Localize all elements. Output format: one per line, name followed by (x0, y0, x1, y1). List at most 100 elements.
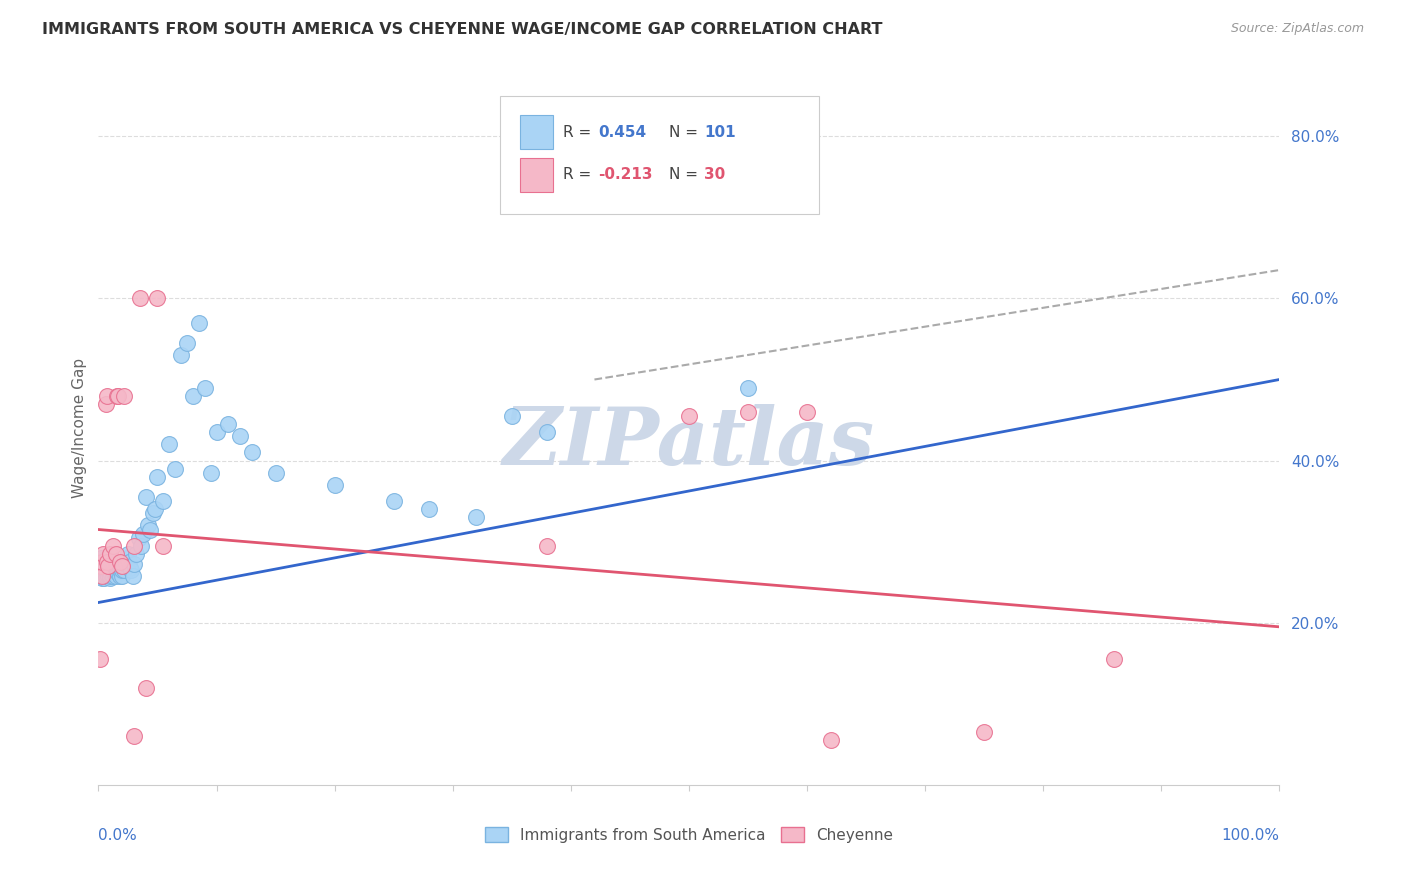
Point (98, 566, 121, 580)
Point (135, 490, 157, 504)
Point (132, 526, 155, 541)
Point (93, 567, 115, 582)
Point (117, 547, 139, 561)
Text: R =: R = (562, 125, 596, 139)
Text: 0.454: 0.454 (598, 125, 647, 139)
Point (91, 566, 114, 580)
Point (129, 539, 152, 553)
Point (382, 494, 405, 508)
Point (91, 555, 114, 569)
Point (122, 558, 145, 572)
Point (112, 559, 135, 574)
Point (112, 563, 135, 577)
Point (143, 502, 166, 516)
Point (108, 555, 131, 569)
Point (465, 510, 488, 524)
Point (107, 566, 129, 580)
Point (229, 429, 252, 443)
Text: -0.213: -0.213 (598, 168, 652, 182)
Point (90, 559, 112, 574)
Point (105, 567, 128, 582)
Point (240, 445, 263, 459)
Point (96, 566, 118, 580)
Point (205, 425, 228, 440)
Point (94, 559, 117, 574)
Point (114, 558, 136, 572)
Point (100, 560, 122, 574)
Point (96, 563, 118, 577)
Text: 30: 30 (704, 168, 725, 182)
Point (101, 558, 124, 572)
Point (90, 550, 112, 565)
Point (107, 389, 129, 403)
Point (98, 571, 121, 585)
Text: 100.0%: 100.0% (1222, 828, 1279, 843)
Point (323, 478, 346, 492)
Point (187, 316, 209, 330)
Point (98, 568, 121, 582)
Text: N =: N = (669, 125, 703, 139)
Point (105, 568, 128, 582)
Point (111, 563, 134, 577)
Point (98, 563, 121, 577)
Point (94, 552, 117, 566)
Point (94, 568, 117, 582)
Point (121, 563, 143, 577)
Point (91, 568, 114, 582)
FancyBboxPatch shape (501, 96, 818, 214)
Point (264, 466, 287, 480)
Text: Source: ZipAtlas.com: Source: ZipAtlas.com (1230, 22, 1364, 36)
Point (93, 563, 115, 577)
Point (91, 571, 114, 585)
Point (91, 547, 114, 561)
Point (108, 568, 131, 582)
Point (94, 397, 117, 411)
Point (104, 555, 127, 569)
FancyBboxPatch shape (520, 115, 553, 149)
Point (97, 559, 120, 574)
Point (165, 461, 187, 475)
Point (146, 470, 169, 484)
Point (105, 560, 128, 574)
Point (97, 568, 120, 582)
Point (105, 547, 128, 561)
Point (97, 558, 120, 572)
Legend: Immigrants from South America, Cheyenne: Immigrants from South America, Cheyenne (479, 821, 898, 848)
Point (112, 389, 135, 403)
Point (796, 405, 818, 419)
Point (122, 729, 145, 743)
Point (176, 336, 198, 351)
Point (105, 389, 128, 403)
Point (98, 547, 121, 561)
Point (152, 539, 174, 553)
Point (96, 555, 118, 569)
Point (91, 559, 114, 574)
Point (89, 652, 111, 666)
Text: N =: N = (669, 168, 703, 182)
Point (170, 348, 193, 362)
Point (90, 568, 112, 582)
Point (536, 425, 558, 440)
Text: ZIPatlas: ZIPatlas (503, 404, 875, 481)
Point (181, 389, 204, 403)
Point (128, 531, 150, 545)
Point (101, 568, 124, 582)
Text: R =: R = (562, 168, 596, 182)
Point (737, 381, 759, 395)
Point (93, 558, 115, 572)
Point (103, 566, 125, 580)
Point (142, 506, 165, 520)
Point (115, 550, 138, 565)
Point (157, 437, 180, 451)
Point (89, 559, 111, 574)
Point (89, 563, 111, 577)
Point (820, 733, 842, 747)
Point (96, 389, 118, 403)
Point (125, 547, 148, 561)
FancyBboxPatch shape (520, 158, 553, 192)
Point (194, 381, 217, 395)
Point (93, 571, 115, 585)
Point (97, 550, 120, 565)
Point (91, 558, 114, 572)
Point (152, 494, 174, 508)
